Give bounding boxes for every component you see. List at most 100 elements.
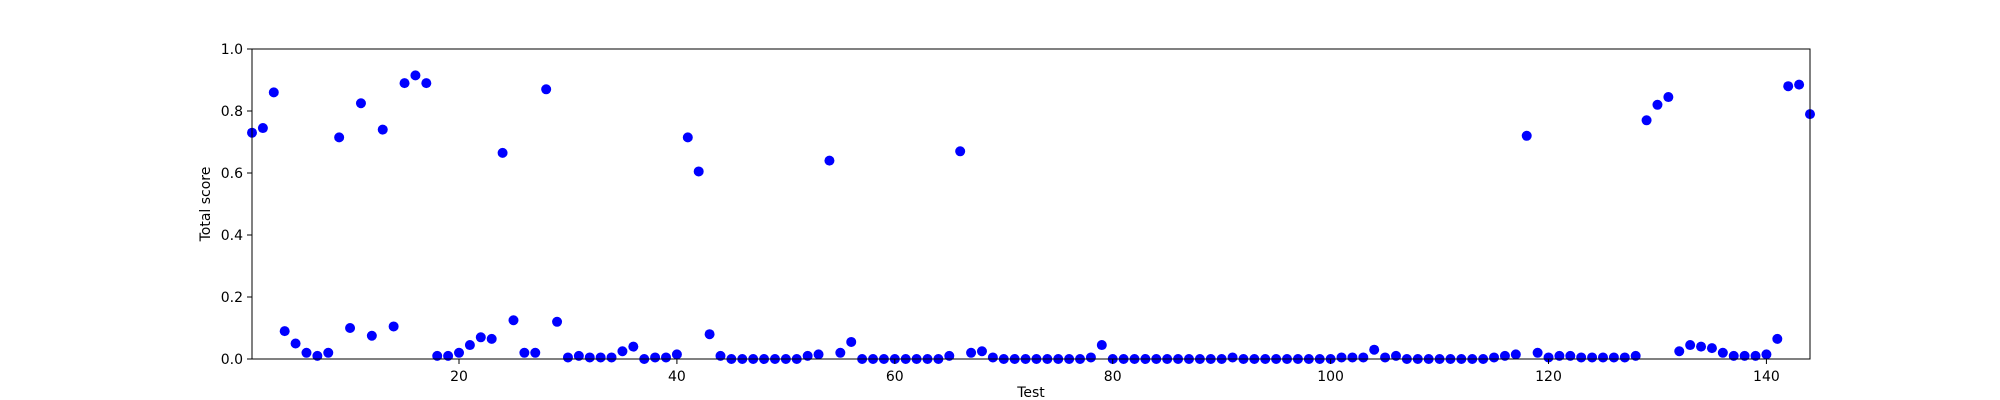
data-point <box>650 352 661 363</box>
data-point <box>1597 352 1608 363</box>
data-point <box>1554 350 1565 361</box>
data-point <box>1227 352 1238 363</box>
y-tick-label: 0.0 <box>221 352 243 368</box>
data-point <box>1532 347 1543 358</box>
x-tick-label: 40 <box>668 369 686 385</box>
data-point <box>1728 350 1739 361</box>
data-point <box>584 352 595 363</box>
data-point <box>835 347 846 358</box>
data-point <box>671 349 682 360</box>
data-point <box>421 78 432 89</box>
data-point <box>976 346 987 357</box>
data-point <box>312 350 323 361</box>
data-point <box>257 123 268 134</box>
y-tick-label: 0.4 <box>221 228 243 244</box>
data-point <box>955 146 966 157</box>
data-point <box>1085 352 1096 363</box>
data-point <box>1739 350 1750 361</box>
data-point <box>1096 340 1107 351</box>
y-tick-label: 0.6 <box>221 166 243 182</box>
data-point <box>562 352 573 363</box>
data-point <box>1761 349 1772 360</box>
data-point <box>1369 344 1380 355</box>
y-axis-ticks: 0.0 0.2 0.4 0.6 0.8 1.0 <box>221 42 252 368</box>
x-tick-label: 60 <box>886 369 904 385</box>
y-tick-label: 1.0 <box>221 42 243 58</box>
data-point <box>682 132 693 143</box>
data-point <box>301 347 312 358</box>
data-point <box>617 346 628 357</box>
data-point <box>813 349 824 360</box>
data-point <box>432 350 443 361</box>
data-point <box>552 316 563 327</box>
data-point <box>1499 350 1510 361</box>
data-point <box>1608 352 1619 363</box>
data-point <box>443 350 454 361</box>
data-point <box>824 155 835 166</box>
data-point <box>1630 350 1641 361</box>
data-point <box>290 338 301 349</box>
data-point <box>1543 352 1554 363</box>
data-point <box>1652 99 1663 110</box>
data-points <box>247 70 1815 364</box>
data-point <box>1510 349 1521 360</box>
data-point <box>1347 352 1358 363</box>
data-point <box>944 350 955 361</box>
data-point <box>388 321 399 332</box>
data-point <box>1663 92 1674 103</box>
data-point <box>1358 352 1369 363</box>
data-point <box>704 329 715 340</box>
x-tick-label: 100 <box>1317 369 1344 385</box>
data-point <box>802 350 813 361</box>
data-point <box>1696 341 1707 352</box>
x-axis-label: Test <box>1016 385 1045 400</box>
x-tick-label: 120 <box>1535 369 1562 385</box>
data-point <box>1706 343 1717 354</box>
x-tick-label: 140 <box>1753 369 1780 385</box>
x-tick-label: 20 <box>450 369 468 385</box>
data-point <box>1750 350 1761 361</box>
data-point <box>1565 350 1576 361</box>
data-point <box>366 330 377 341</box>
data-point <box>966 347 977 358</box>
data-point <box>355 98 366 109</box>
data-point <box>987 352 998 363</box>
data-point <box>693 166 704 177</box>
data-point <box>661 352 672 363</box>
data-point <box>1674 346 1685 357</box>
data-point <box>1380 352 1391 363</box>
data-point <box>279 326 290 337</box>
data-point <box>1336 352 1347 363</box>
data-point <box>519 347 530 358</box>
data-point <box>1619 352 1630 363</box>
data-point <box>323 347 334 358</box>
data-point <box>1717 347 1728 358</box>
data-point <box>1587 352 1598 363</box>
data-point <box>268 87 279 98</box>
data-point <box>628 341 639 352</box>
data-point <box>1390 350 1401 361</box>
plot-frame <box>251 48 1811 360</box>
data-point <box>1489 352 1500 363</box>
y-axis-label: Total score <box>198 167 214 243</box>
y-tick-label: 0.2 <box>221 290 243 306</box>
data-point <box>497 147 508 158</box>
data-point <box>454 347 465 358</box>
data-point <box>475 332 486 343</box>
data-point <box>399 78 410 89</box>
data-point <box>334 132 345 143</box>
data-point <box>1685 340 1696 351</box>
data-point <box>377 124 388 135</box>
data-point <box>530 347 541 358</box>
data-point <box>846 336 857 347</box>
y-tick-label: 0.8 <box>221 104 243 120</box>
data-point <box>464 340 475 351</box>
data-point <box>345 323 356 333</box>
data-point <box>410 70 421 81</box>
data-point <box>1641 115 1652 126</box>
data-point <box>1521 130 1532 141</box>
data-point <box>1576 352 1587 363</box>
x-tick-label: 80 <box>1104 369 1122 385</box>
data-point <box>1772 333 1783 344</box>
